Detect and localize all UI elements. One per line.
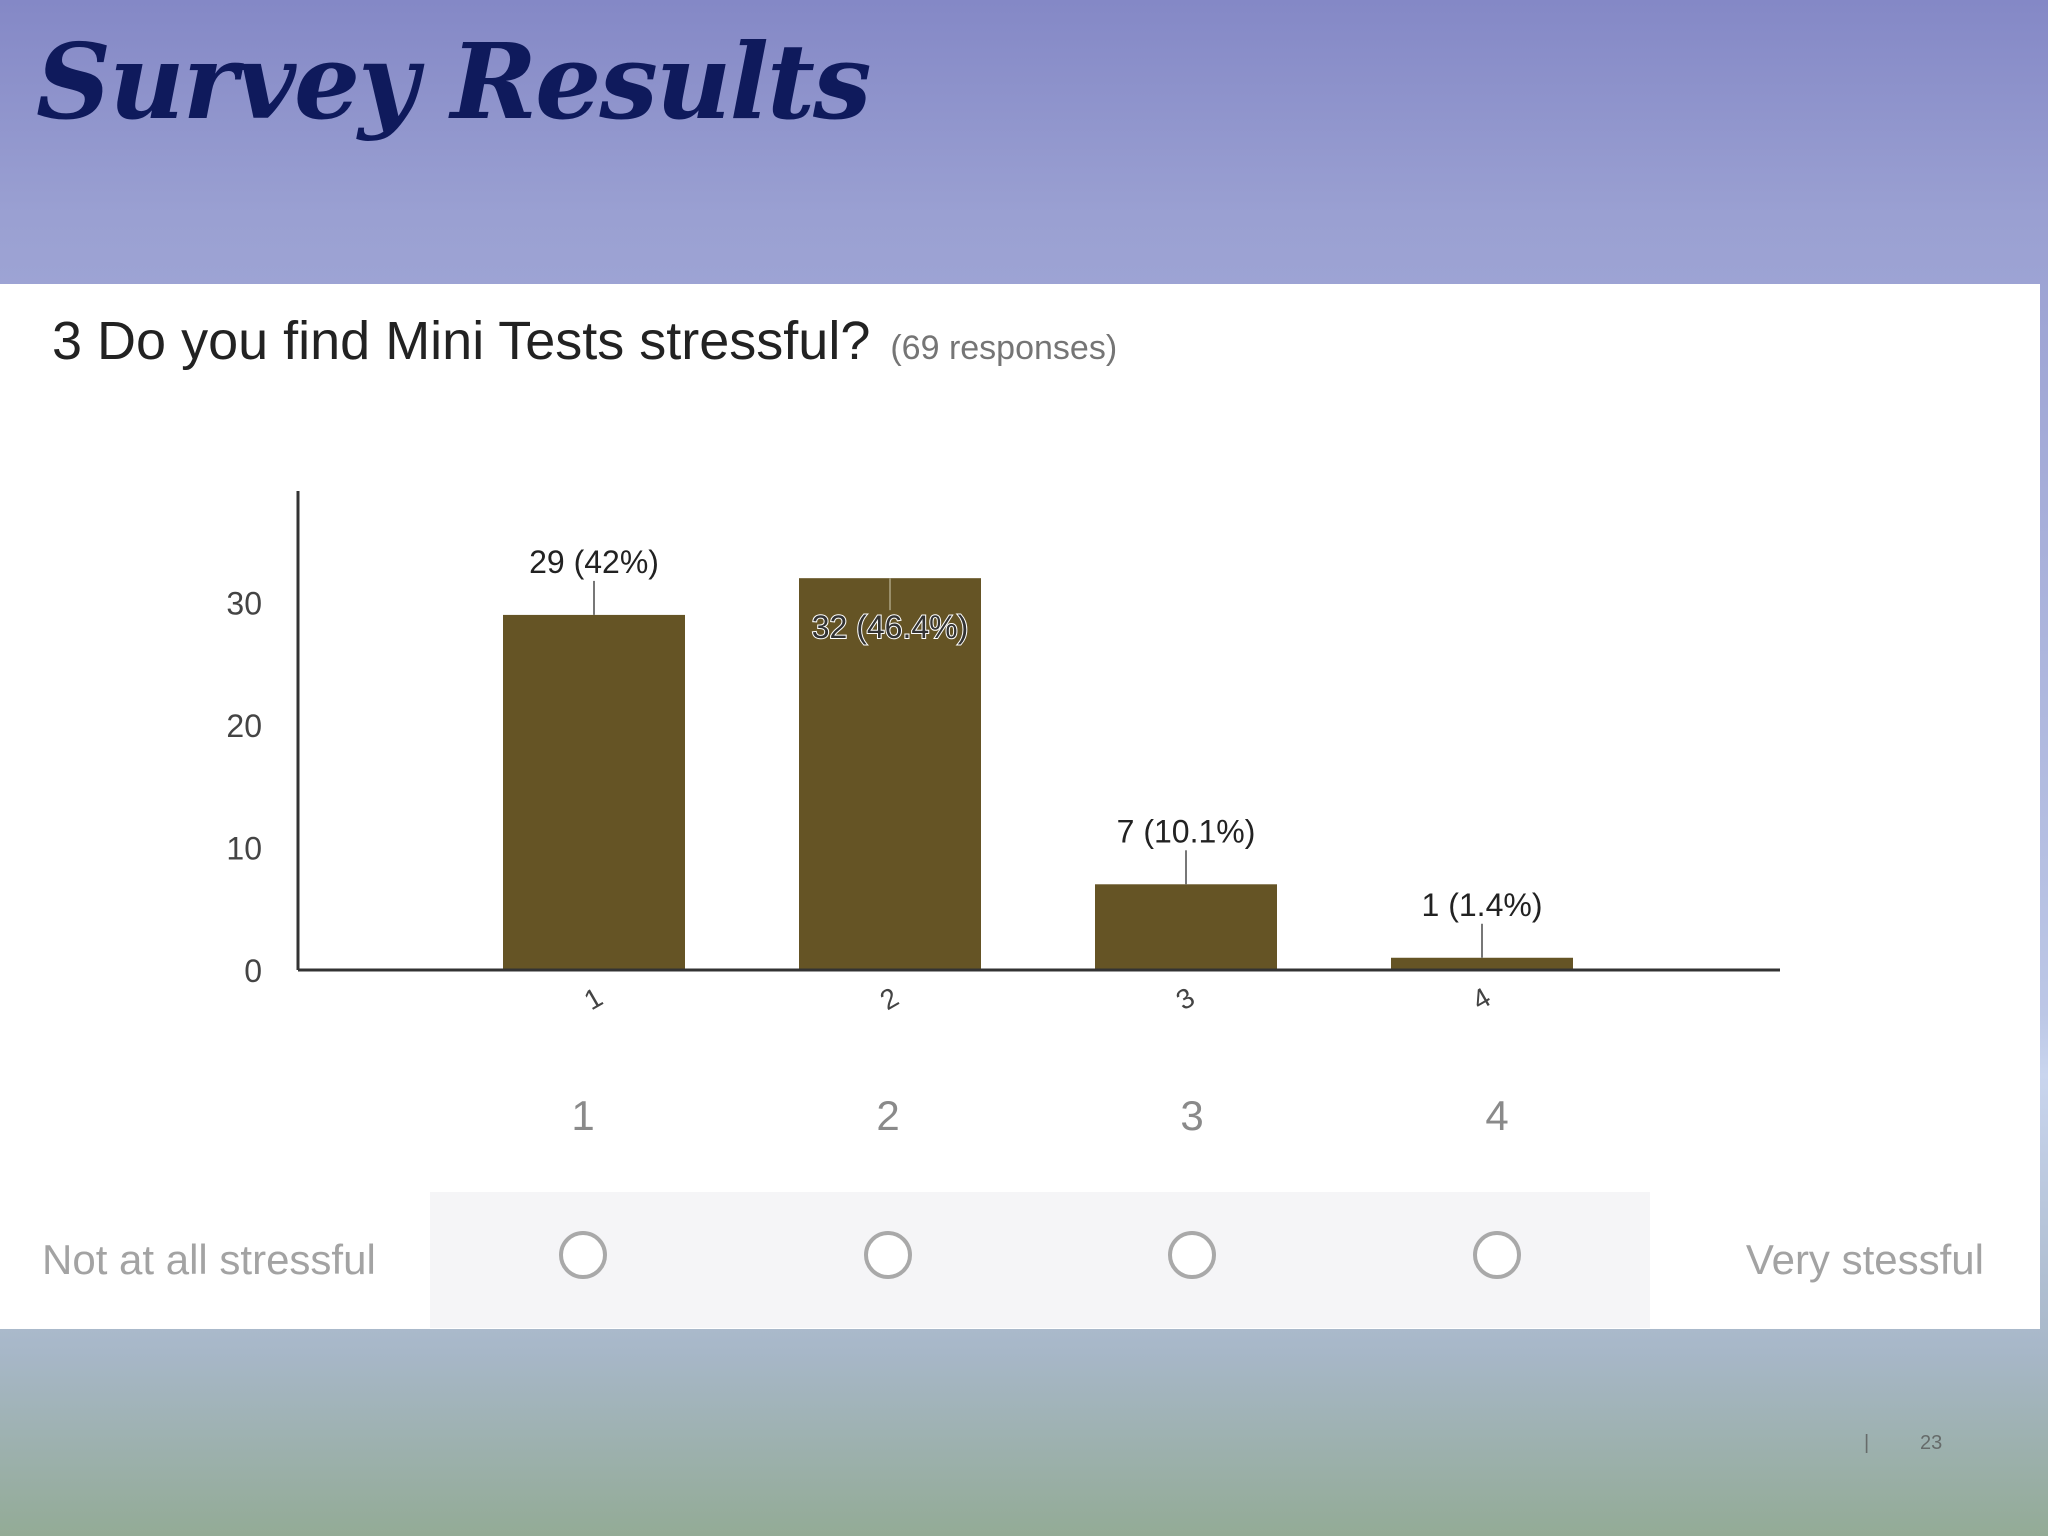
response-count: (69 responses) (890, 329, 1118, 367)
scale-radio-3[interactable] (1168, 1231, 1216, 1279)
x-tick-label: 2 (875, 981, 904, 1016)
data-label: 1 (1.4%) (1422, 887, 1543, 923)
y-tick-label: 0 (244, 953, 262, 989)
y-tick-label: 10 (226, 831, 262, 867)
scale-option-number: 2 (876, 1092, 900, 1139)
x-tick-label: 1 (579, 981, 608, 1016)
scale-high-label: Very stessful (1745, 1236, 1984, 1283)
scale-option-number: 3 (1180, 1092, 1204, 1139)
bar (1095, 884, 1277, 970)
scale-row-background (430, 1192, 1650, 1328)
y-tick-label: 30 (226, 586, 262, 622)
scale-option-number: 1 (571, 1092, 595, 1139)
data-label: 7 (10.1%) (1117, 813, 1256, 849)
x-tick-label: 4 (1467, 981, 1496, 1016)
slide-title: Survey Results (36, 20, 872, 143)
question-text: 3 Do you find Mini Tests stressful? (52, 311, 871, 371)
bar (503, 614, 685, 970)
bar-chart: 0 10 20 30 29 (42%) 1 32 (46.4%) 2 7 (10.1%) 3 1 (… (226, 491, 1780, 1016)
bar (799, 578, 981, 970)
scale-option-number: 4 (1485, 1092, 1509, 1139)
page-number: 23 (1920, 1432, 1943, 1454)
scale-low-label: Not at all stressful (42, 1236, 376, 1283)
scale-radio-1[interactable] (559, 1231, 607, 1279)
bar (1391, 957, 1573, 970)
footer-separator: | (1864, 1432, 1870, 1454)
x-tick-label: 3 (1171, 981, 1200, 1016)
data-label: 29 (42%) (529, 544, 659, 580)
scale-radio-4[interactable] (1473, 1231, 1521, 1279)
y-tick-label: 20 (226, 708, 262, 744)
survey-panel: 3 Do you find Mini Tests stressful? (69 r… (0, 284, 2040, 1329)
scale-radio-2[interactable] (864, 1231, 912, 1279)
data-label: 32 (46.4%) (812, 609, 969, 645)
question-header: 3 Do you find Mini Tests stressful? (69 r… (52, 310, 1117, 372)
